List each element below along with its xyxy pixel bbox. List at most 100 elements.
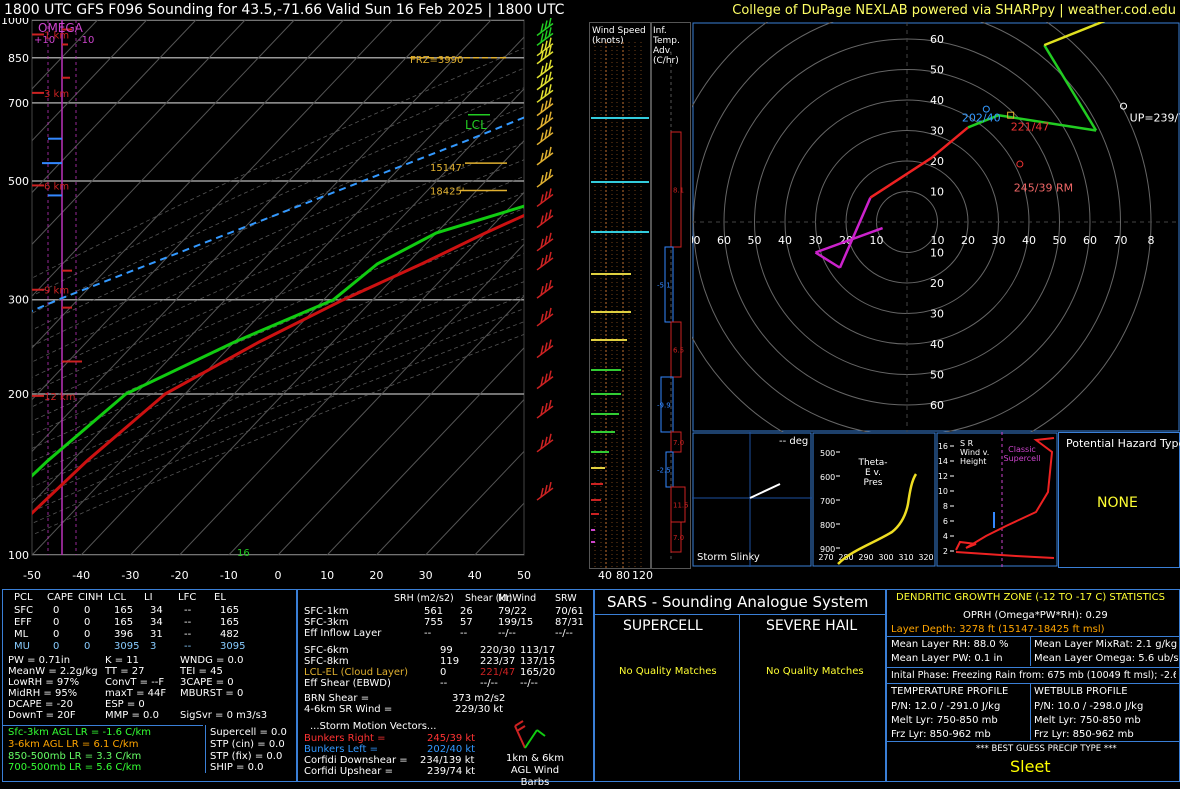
sr-ytick: 16 <box>938 442 948 451</box>
parcel-cell: 0 <box>53 617 60 628</box>
height-label-0: 12 km <box>44 392 75 403</box>
wind-barb <box>536 146 554 166</box>
index-value: MBURST = 0 <box>180 688 244 699</box>
left-mover-marker <box>982 105 990 113</box>
sr-wind-label: Classic Supercell <box>1003 445 1041 463</box>
sr-ytick: 12 <box>938 472 948 481</box>
kin-header-4: SRW <box>555 593 577 604</box>
kin-cell: --/-- <box>555 628 573 639</box>
height-label-4: 1 km <box>44 30 69 41</box>
inft-value: -2.5 <box>657 467 671 475</box>
skewt-adiabats <box>32 47 524 536</box>
hodo-segment <box>998 114 1097 132</box>
srwind46-value: 229/30 kt <box>455 704 504 715</box>
parcel-cell: 0 <box>84 617 91 628</box>
dry-adiabat <box>32 238 524 449</box>
inft-bar <box>664 246 674 323</box>
precip-type: Sleet <box>1010 757 1051 776</box>
srwind46-label: 4-6km SR Wind = <box>304 704 393 715</box>
dgz-mlmr: Mean Layer MixRat: 2.1 g/kg <box>1034 639 1178 650</box>
temp-tick--50: -50 <box>23 569 41 582</box>
hodo-ytick: 20 <box>930 277 944 290</box>
inft-bar <box>660 376 674 433</box>
index-value: K = 11 <box>105 655 140 666</box>
kin-cell: 26 <box>460 606 473 617</box>
wind-barb <box>536 481 554 501</box>
right-mover-label: 245/39 RM <box>1014 182 1073 195</box>
isotherm <box>32 36 524 555</box>
kin-cell: 561 <box>424 606 444 617</box>
corfidi-up-value: 239/74 kt <box>427 766 476 777</box>
inft-bar <box>670 431 682 453</box>
parcel-cell: 165 <box>114 605 134 616</box>
isotherm <box>32 20 246 245</box>
parcel-cell: 0 <box>84 629 91 640</box>
bunkers-left-label: Bunkers Left = <box>304 744 378 755</box>
isotherm <box>179 191 524 555</box>
kin-cell: 137/15 <box>520 656 556 667</box>
inft-value: 7.0 <box>673 534 684 542</box>
dgz-depth: Layer Depth: 3278 ft (15147-18425 ft msl… <box>891 624 1105 635</box>
hodo-xtick: 10 <box>870 234 884 247</box>
sars-severe-hail: SEVERE HAIL <box>766 618 858 634</box>
index-value: 3CAPE = 0 <box>180 677 234 688</box>
index-value: ESP = 0 <box>105 699 145 710</box>
pressure-tick-850: 850 <box>8 52 29 65</box>
inft-value: 7.0 <box>673 439 684 447</box>
isotherm <box>32 20 443 453</box>
inft-value: -5.1 <box>657 282 671 290</box>
dgz-t-pn: P/N: 12.0 / -291.0 J/kg <box>891 701 1001 712</box>
barb-6km <box>524 729 538 749</box>
skewt-chart: 1002003005007008501000610141822263034-50… <box>1 18 554 582</box>
sfc-temp-label: 16 <box>237 548 250 559</box>
index-value: DownT = 20F <box>8 710 76 721</box>
parcel-cell: 3095 <box>220 641 246 652</box>
wind-barb <box>536 126 554 146</box>
pressure-tick-200: 200 <box>8 388 29 401</box>
kin-cell: 221/47 <box>480 667 516 678</box>
hodo-xtick: 30 <box>992 234 1006 247</box>
lfc-label: 15147' <box>430 163 465 174</box>
theta-xtick: 320 <box>918 553 933 562</box>
barb-caption: 1km & 6km AGL Wind Barbs <box>506 753 564 788</box>
kin-cell: 87/31 <box>555 617 584 628</box>
right-mover-marker <box>1016 160 1024 168</box>
pressure-tick-1000: 1000 <box>1 18 29 27</box>
lapse-sfc3: Sfc-3km AGL LR = -1.6 C/km <box>8 727 152 738</box>
kin-cell: 119 <box>440 656 460 667</box>
theta-xtick: 270 <box>818 553 833 562</box>
dry-adiabat <box>32 253 524 462</box>
comp-stpcin: STP (cin) = 0.0 <box>210 739 285 750</box>
left-mover-label: 202/40 <box>962 111 1001 124</box>
parcel-cell: 3 <box>150 641 157 652</box>
wind-barb <box>536 279 554 299</box>
theta-e-chart: 5006007008009001000270280290300310320 <box>812 432 936 567</box>
temp-tick-50: 50 <box>517 569 531 582</box>
dgz-w-melt: Melt Lyr: 750-850 mb <box>1034 715 1141 726</box>
index-value: LowRH = 97% <box>8 677 80 688</box>
isotherm <box>523 554 524 555</box>
parcel-cell: 0 <box>53 605 60 616</box>
kinematic-panel <box>297 589 594 782</box>
wind-barb <box>536 97 554 117</box>
parcel-cell: -- <box>184 617 192 628</box>
hodo-xtick: 40 <box>1022 234 1036 247</box>
isotherm <box>130 139 524 555</box>
kin-cell: -- <box>440 678 448 689</box>
sr-ytick: 10 <box>938 487 948 496</box>
hodo-xtick: 70 <box>1114 234 1128 247</box>
wind-barb <box>536 307 554 327</box>
kin-cell: 99 <box>440 645 453 656</box>
kin-cell: --/-- <box>520 678 538 689</box>
el-label: 18425' <box>430 187 465 198</box>
hodograph-chart: 0706050403020101020304050607086050403020… <box>692 22 1180 432</box>
hodo-xtick: 70 <box>692 234 701 247</box>
wind-barb <box>536 45 554 65</box>
comp-supercell: Supercell = 0.0 <box>210 727 287 738</box>
parcel-cell: 3095 <box>114 641 140 652</box>
theta-xtick: 310 <box>898 553 913 562</box>
credit-text: College of DuPage NEXLAB powered via SHA… <box>732 3 1176 18</box>
dry-adiabat <box>32 267 524 475</box>
temp-tick--10: -10 <box>220 569 238 582</box>
hodo-xtick: 60 <box>717 234 731 247</box>
